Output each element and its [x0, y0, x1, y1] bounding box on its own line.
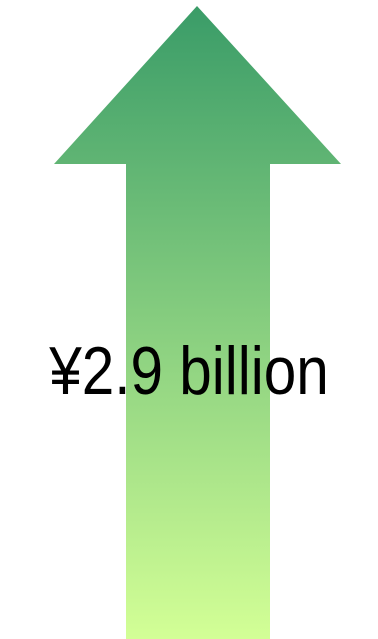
amount-label: ¥2.9 billion	[49, 333, 329, 409]
arrow-shape	[54, 6, 341, 639]
